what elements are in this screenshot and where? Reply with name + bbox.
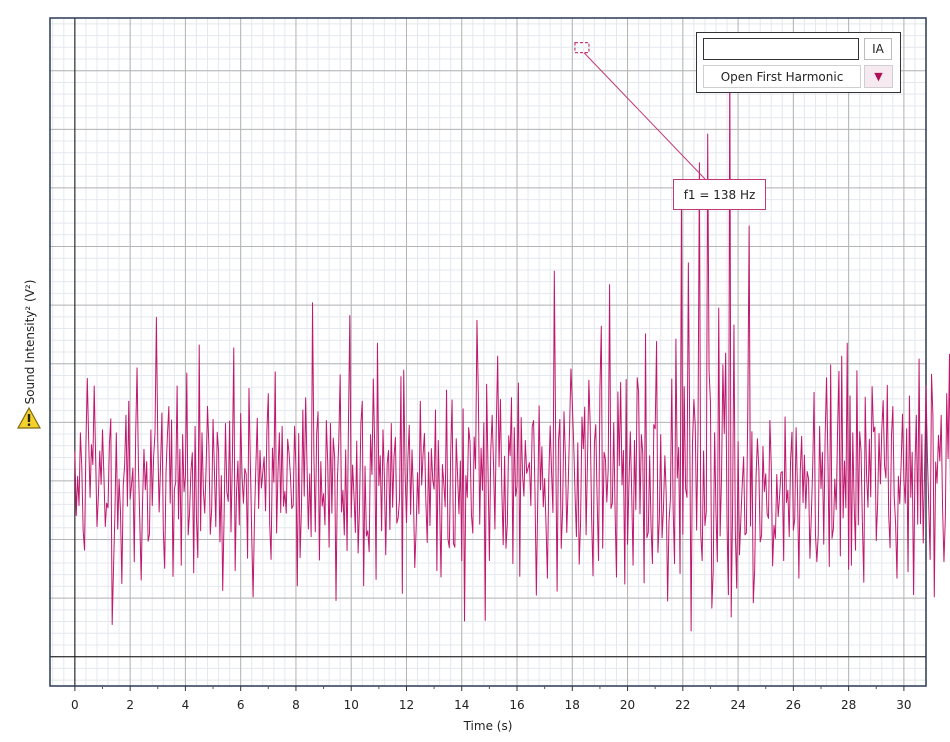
x-tick-label: 8 — [292, 698, 300, 712]
plot-frame — [49, 17, 927, 687]
x-tick-label: 6 — [237, 698, 245, 712]
x-tick-label: 0 — [71, 698, 79, 712]
x-tick-label: 30 — [896, 698, 911, 712]
ia-button[interactable]: IA — [864, 38, 892, 60]
x-tick-label: 4 — [182, 698, 190, 712]
x-tick-label: 26 — [786, 698, 801, 712]
annotation-marker — [574, 42, 590, 54]
x-tick-label: 14 — [454, 698, 469, 712]
annotation-layer — [574, 42, 706, 180]
x-tick-label: 10 — [344, 698, 359, 712]
x-tick-label: 24 — [730, 698, 745, 712]
x-tick-label: 12 — [399, 698, 414, 712]
zero-axes — [50, 18, 926, 686]
chevron-down-icon[interactable]: ▼ — [864, 65, 893, 88]
series-layer[interactable] — [74, 49, 950, 632]
x-tick-label: 2 — [126, 698, 134, 712]
x-tick-label: 28 — [841, 698, 856, 712]
warning-icon[interactable] — [17, 407, 41, 429]
annotation-label[interactable]: f1 = 138 Hz — [673, 179, 766, 210]
x-tick-label: 22 — [675, 698, 690, 712]
x-axis-title: Time (s) — [463, 719, 513, 733]
x-tick-label: 20 — [620, 698, 635, 712]
annotation-leader-line — [583, 52, 706, 180]
legend-text-input[interactable] — [703, 38, 859, 60]
series-line-0 — [74, 49, 950, 632]
legend-panel: IA Open First Harmonic ▼ — [696, 32, 901, 93]
x-tick-label: 16 — [509, 698, 524, 712]
x-axis: 0 2 4 6 8 10 12 14 16 18 20 22 24 26 28 30 — [71, 686, 912, 712]
minor-grid — [50, 18, 927, 686]
harmonic-select[interactable]: Open First Harmonic — [703, 65, 861, 88]
y-axis-title: Sound Intensity² (V²) — [23, 280, 37, 405]
x-tick-label: 18 — [565, 698, 580, 712]
